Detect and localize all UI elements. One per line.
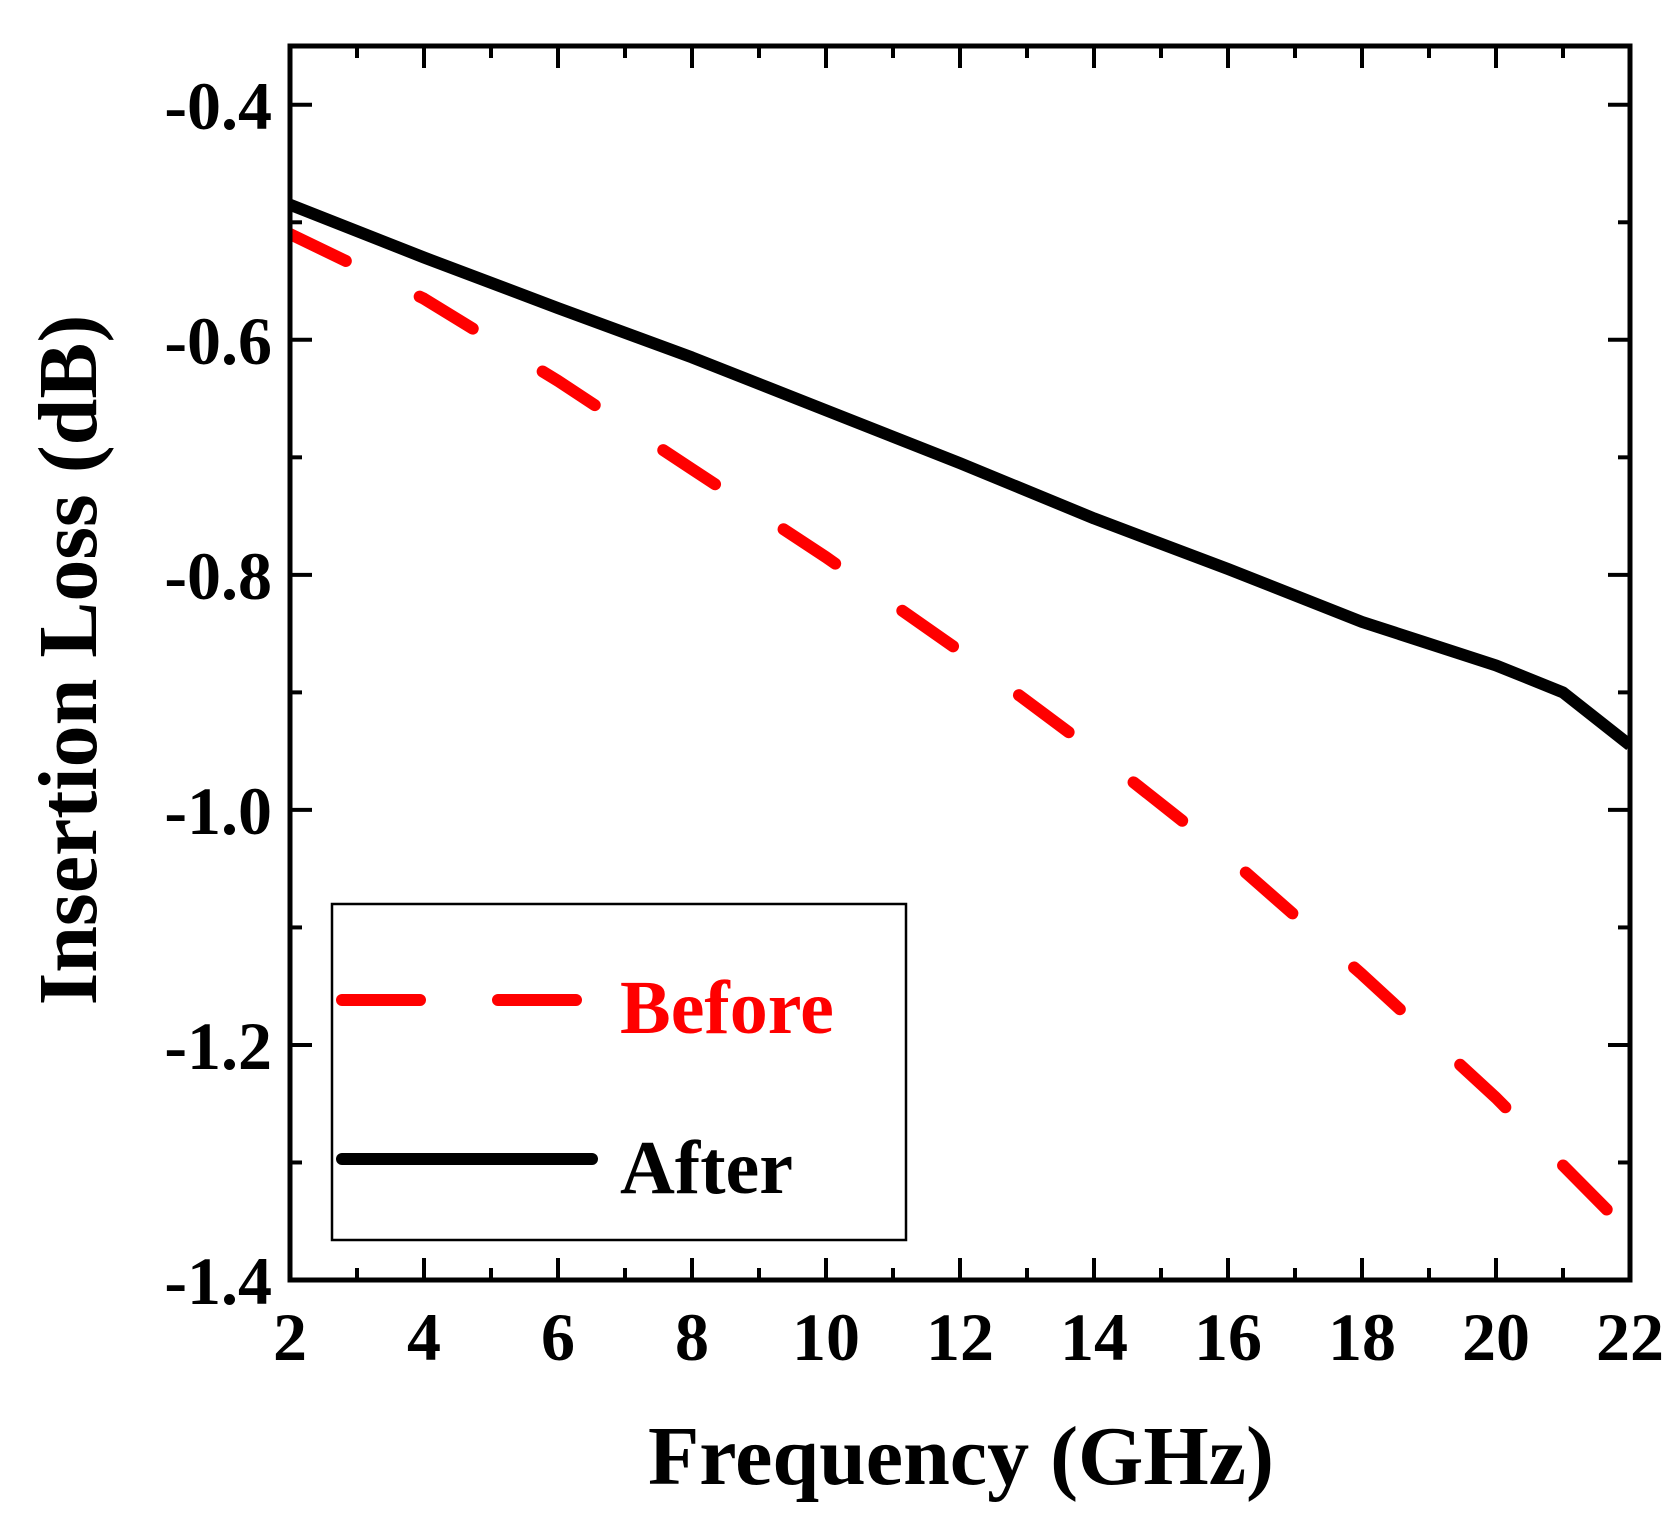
x-tick-label: 22 xyxy=(1596,1299,1664,1375)
x-tick-label: 16 xyxy=(1194,1299,1262,1375)
series-line-after xyxy=(290,199,1630,751)
y-tick-label: -0.8 xyxy=(164,538,272,614)
x-tick-label: 20 xyxy=(1462,1299,1530,1375)
x-tick-label: 18 xyxy=(1328,1299,1396,1375)
x-tick-label: 8 xyxy=(675,1299,709,1375)
y-tick-label: -0.6 xyxy=(164,303,272,379)
legend-box xyxy=(330,902,908,1242)
x-tick-label: 14 xyxy=(1060,1299,1128,1375)
x-tick-label: 6 xyxy=(541,1299,575,1375)
legend-label-before: Before xyxy=(620,966,834,1050)
x-tick-label: 4 xyxy=(407,1299,441,1375)
y-tick-label: -1.4 xyxy=(164,1243,272,1319)
legend: Before After xyxy=(330,902,908,1242)
y-tick-label: -0.4 xyxy=(164,68,272,144)
y-tick-label: -1.0 xyxy=(164,773,272,849)
x-axis-title: Frequency (GHz) xyxy=(648,1410,1274,1503)
legend-label-after: After xyxy=(620,1126,793,1210)
ticks-layer xyxy=(288,46,1632,1282)
y-tick-label: -1.2 xyxy=(164,1008,272,1084)
series-layer xyxy=(290,199,1630,1239)
tick-labels: 2 4 6 8 10 12 14 16 18 20 22 -1.4 -1.2 -1.0 -0.8 -0.6 -0… xyxy=(164,68,1664,1375)
x-tick-label: 10 xyxy=(792,1299,860,1375)
y-axis-title: Insertion Loss (dB) xyxy=(22,315,115,1006)
x-tick-label: 2 xyxy=(273,1299,307,1375)
x-tick-label: 12 xyxy=(926,1299,994,1375)
